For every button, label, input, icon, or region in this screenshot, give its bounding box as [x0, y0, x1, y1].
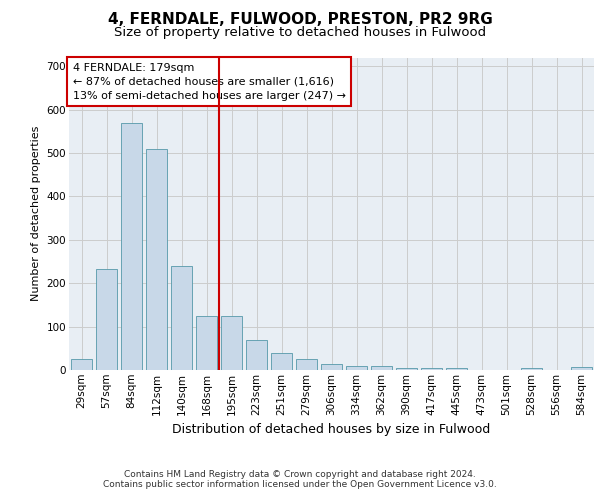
Bar	[146, 148, 167, 370]
Text: Contains public sector information licensed under the Open Government Licence v3: Contains public sector information licen…	[103, 480, 497, 489]
Text: Contains HM Land Registry data © Crown copyright and database right 2024.: Contains HM Land Registry data © Crown c…	[124, 470, 476, 479]
Bar	[96, 270, 117, 370]
Bar	[421, 368, 442, 370]
Bar	[71, 358, 92, 370]
X-axis label: Distribution of detached houses by size in Fulwood: Distribution of detached houses by size …	[172, 423, 491, 436]
Bar	[521, 368, 542, 370]
Bar	[371, 366, 392, 370]
Bar	[321, 364, 342, 370]
Y-axis label: Number of detached properties: Number of detached properties	[31, 126, 41, 302]
Bar	[246, 340, 267, 370]
Bar	[121, 122, 142, 370]
Bar	[346, 366, 367, 370]
Text: 4 FERNDALE: 179sqm
← 87% of detached houses are smaller (1,616)
13% of semi-deta: 4 FERNDALE: 179sqm ← 87% of detached hou…	[73, 62, 346, 100]
Text: Size of property relative to detached houses in Fulwood: Size of property relative to detached ho…	[114, 26, 486, 39]
Bar	[296, 359, 317, 370]
Bar	[396, 368, 417, 370]
Bar	[196, 316, 217, 370]
Text: 4, FERNDALE, FULWOOD, PRESTON, PR2 9RG: 4, FERNDALE, FULWOOD, PRESTON, PR2 9RG	[107, 12, 493, 28]
Bar	[221, 316, 242, 370]
Bar	[271, 352, 292, 370]
Bar	[571, 368, 592, 370]
Bar	[446, 368, 467, 370]
Bar	[171, 266, 192, 370]
